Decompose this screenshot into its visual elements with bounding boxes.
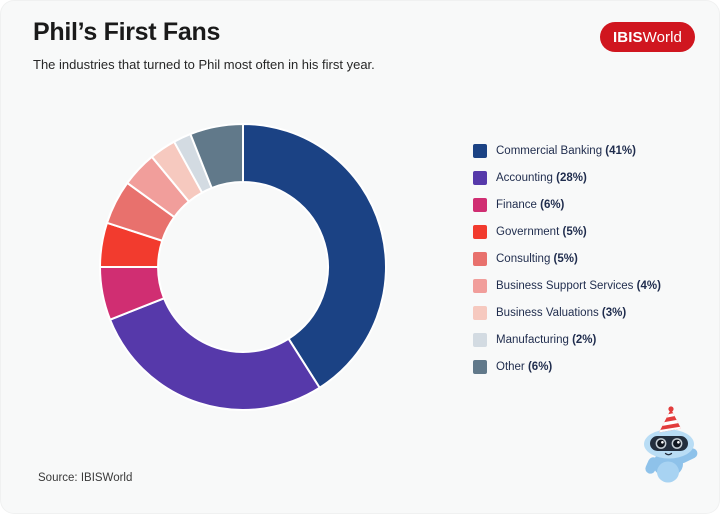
donut-slice-other: [189, 123, 244, 190]
legend: Commercial Banking (41%) Accounting (28%)…: [473, 137, 661, 380]
legend-swatch: [473, 278, 487, 293]
logo-text-regular: World: [642, 28, 682, 46]
donut-slice-accounting: [109, 297, 321, 411]
legend-label: Accounting (28%): [496, 171, 587, 184]
legend-item: Consulting (5%): [473, 245, 661, 272]
robot-arm-right: [677, 448, 698, 464]
legend-swatch: [473, 224, 487, 239]
robot-arm-left: [645, 457, 659, 474]
legend-item: Government (5%): [473, 218, 661, 245]
legend-item: Business Support Services (4%): [473, 272, 661, 299]
legend-label: Commercial Banking (41%): [496, 144, 636, 157]
legend-label: Finance (6%): [496, 198, 565, 211]
legend-item: Other (6%): [473, 353, 661, 380]
legend-swatch: [473, 143, 487, 158]
donut-slice-commercial-banking: [242, 123, 387, 389]
legend-label: Business Support Services (4%): [496, 279, 661, 292]
page-title: Phil’s First Fans: [33, 18, 221, 46]
legend-label: Government (5%): [496, 225, 587, 238]
legend-item: Finance (6%): [473, 191, 661, 218]
ibisworld-logo: IBIS World: [600, 22, 695, 52]
robot-belly: [657, 461, 679, 483]
legend-item: Accounting (28%): [473, 164, 661, 191]
legend-item: Commercial Banking (41%): [473, 137, 661, 164]
legend-swatch: [473, 251, 487, 266]
donut-chart: [99, 123, 387, 411]
party-hat-icon: [659, 406, 681, 433]
legend-item: Manufacturing (2%): [473, 326, 661, 353]
legend-swatch: [473, 332, 487, 347]
hat-pompom: [668, 406, 674, 412]
source-text: Source: IBISWorld: [38, 472, 133, 484]
legend-item: Business Valuations (3%): [473, 299, 661, 326]
legend-label: Consulting (5%): [496, 252, 578, 265]
legend-label: Other (6%): [496, 360, 553, 373]
logo-text-bold: IBIS: [613, 28, 643, 46]
legend-swatch: [473, 305, 487, 320]
robot-eye-left: [655, 438, 667, 449]
legend-swatch: [473, 197, 487, 212]
page-subtitle: The industries that turned to Phil most …: [33, 57, 375, 72]
legend-swatch: [473, 359, 487, 374]
robot-smile: [664, 452, 673, 456]
legend-swatch: [473, 170, 487, 185]
robot-eye-right: [671, 438, 683, 449]
legend-label: Business Valuations (3%): [496, 306, 627, 319]
robot-mascot: [644, 406, 698, 483]
legend-label: Manufacturing (2%): [496, 333, 597, 346]
